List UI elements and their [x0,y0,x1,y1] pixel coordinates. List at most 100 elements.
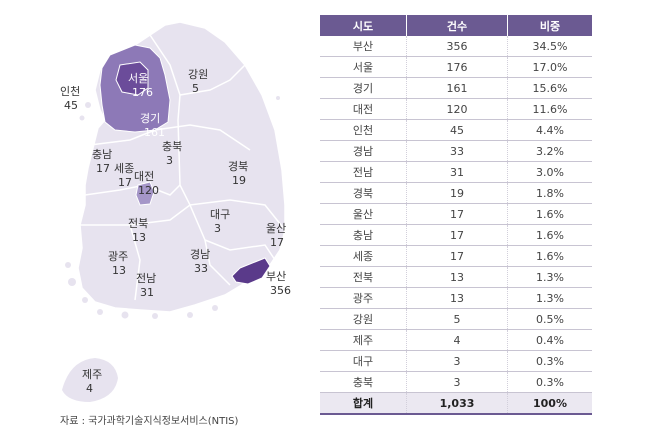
table-row: 부산 356 34.5% [320,36,592,57]
cell-count: 3 [406,350,508,372]
cell-region: 경기 [320,77,407,99]
cell-region: 부산 [320,36,407,57]
cell-share: 1.3% [507,287,592,309]
cell-share: 3.2% [507,140,592,162]
table-row: 경기 161 15.6% [320,77,592,99]
cell-region: 전북 [320,266,407,288]
cell-region: 전남 [320,161,407,183]
cell-count: 17 [406,203,508,225]
cell-count: 120 [406,98,508,120]
cell-count: 13 [406,287,508,309]
region-count-label: 17 [270,236,284,249]
region-count-label: 17 [118,176,132,189]
region-count-label: 120 [138,184,159,197]
table-row: 충남 17 1.6% [320,224,592,246]
cell-count: 3 [406,371,508,393]
cell-region: 인천 [320,119,407,141]
cell-region: 합계 [320,392,407,415]
table-row: 강원 5 0.5% [320,308,592,330]
region-count-label: 13 [112,264,126,277]
cell-share: 0.3% [507,371,592,393]
cell-region: 서울 [320,56,407,78]
table-row: 충북 3 0.3% [320,371,592,393]
cell-share: 1.6% [507,203,592,225]
table-header-row: 시도 건수 비중 [320,15,592,36]
cell-region: 충북 [320,371,407,393]
region-count-label: 4 [86,382,93,395]
region-count-label: 5 [192,82,199,95]
cell-share: 15.6% [507,77,592,99]
region-name-label: 경북 [228,160,248,173]
cell-region: 대구 [320,350,407,372]
region-count-label: 45 [64,99,78,112]
table-row: 전남 31 3.0% [320,161,592,183]
cell-region: 강원 [320,308,407,330]
cell-count: 45 [406,119,508,141]
region-label-group: 충북3 [162,140,182,167]
cell-share: 0.5% [507,308,592,330]
cell-share: 34.5% [507,36,592,57]
cell-share: 1.8% [507,182,592,204]
region-count-label: 13 [132,231,146,244]
cell-count: 356 [406,36,508,57]
region-count-label: 176 [132,86,153,99]
region-count-label: 356 [270,284,291,297]
table-row: 서울 176 17.0% [320,56,592,78]
region-count-label: 31 [140,286,154,299]
region-name-label: 충남 [92,148,112,161]
cell-region: 울산 [320,203,407,225]
cell-share: 4.4% [507,119,592,141]
cell-share: 11.6% [507,98,592,120]
west-islands [65,96,280,319]
region-name-label: 대구 [210,208,230,221]
table-row: 울산 17 1.6% [320,203,592,225]
region-name-label: 제주 [82,368,102,381]
region-name-label: 부산 [266,270,286,283]
region-name-label: 강원 [188,68,208,81]
cell-region: 경북 [320,182,407,204]
table-row: 전북 13 1.3% [320,266,592,288]
region-name-label: 전남 [136,272,156,285]
busan-region [231,257,271,285]
region-name-label: 경기 [140,112,160,125]
region-count-label: 161 [144,126,165,139]
cell-region: 광주 [320,287,407,309]
cell-count: 19 [406,182,508,204]
table-row: 인천 45 4.4% [320,119,592,141]
cell-share: 0.3% [507,350,592,372]
header-share: 비중 [507,15,592,36]
cell-region: 대전 [320,98,407,120]
cell-count: 1,033 [406,392,508,415]
cell-count: 17 [406,224,508,246]
region-count-label: 3 [214,222,221,235]
region-name-label: 대전 [134,170,154,183]
region-label-group: 제주4 [82,368,102,395]
region-name-label: 경남 [190,248,210,261]
cell-count: 31 [406,161,508,183]
cell-region: 경남 [320,140,407,162]
table-row: 광주 13 1.3% [320,287,592,309]
source-note: 자료 : 국가과학기술지식정보서비스(NTIS) [60,416,239,427]
cell-count: 13 [406,266,508,288]
jeju-island [62,358,118,402]
region-name-label: 전북 [128,217,148,230]
cell-region: 충남 [320,224,407,246]
cell-share: 3.0% [507,161,592,183]
region-count-label: 19 [232,174,246,187]
table-row: 대구 3 0.3% [320,350,592,372]
table-row: 제주 4 0.4% [320,329,592,351]
region-label-group: 강원5 [188,68,208,95]
table-total-row: 합계 1,033 100% [320,392,592,415]
seoul-region [115,61,149,96]
daejeon-region [135,181,155,206]
